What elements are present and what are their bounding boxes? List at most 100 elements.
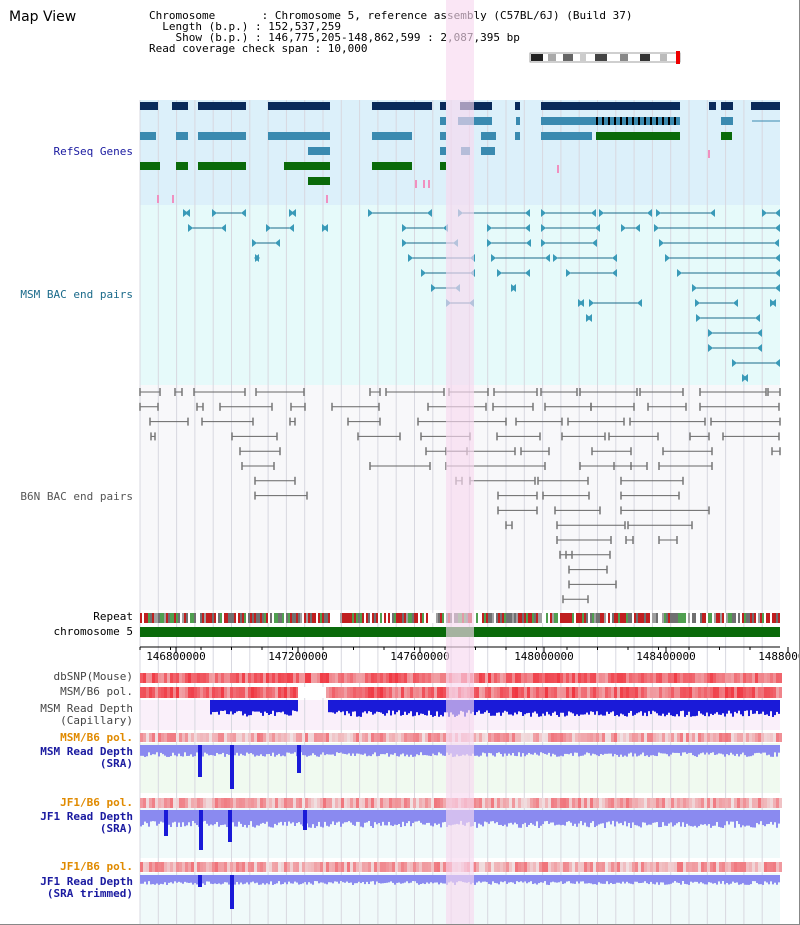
- depth-bar: [668, 875, 670, 885]
- repeat-element: [566, 613, 568, 623]
- pol-cell: [383, 733, 386, 742]
- pol-cell: [488, 687, 491, 698]
- depth-bar: [674, 700, 676, 717]
- pol-cell: [275, 798, 278, 808]
- pol-cell: [188, 798, 191, 808]
- pol-cell: [686, 733, 689, 742]
- pol-cell: [371, 673, 374, 683]
- depth-spike: [230, 875, 234, 909]
- depth-bar: [772, 745, 774, 757]
- depth-spike: [303, 810, 307, 830]
- bac-end-marker: [497, 269, 502, 277]
- selection-highlight[interactable]: [446, 0, 474, 925]
- ideogram-band: [531, 54, 543, 61]
- depth-bar: [366, 875, 368, 882]
- depth-bar: [528, 745, 530, 753]
- polymorphism-tracks[interactable]: [140, 673, 782, 872]
- pol-cell: [554, 862, 557, 872]
- depth-bar: [724, 700, 726, 717]
- pol-cell: [170, 798, 173, 808]
- repeat-element: [710, 613, 712, 623]
- pol-cell: [149, 733, 152, 742]
- pol-cell: [590, 687, 593, 698]
- pol-cell: [686, 862, 689, 872]
- repeat-element: [418, 613, 420, 623]
- pol-cell: [548, 733, 551, 742]
- depth-bar: [526, 810, 528, 827]
- depth-bar: [256, 810, 258, 826]
- depth-bar: [312, 875, 314, 885]
- b6n-bac-label[interactable]: B6N BAC end pairs: [20, 490, 133, 503]
- pol-cell: [719, 687, 722, 698]
- pol-cell: [737, 673, 740, 683]
- pol-cell: [320, 798, 323, 808]
- chromosome-ideogram[interactable]: [529, 51, 681, 64]
- repeat-element: [154, 613, 156, 623]
- pol-cell: [179, 862, 182, 872]
- depth-bar: [492, 700, 494, 716]
- depth-bar: [532, 700, 534, 713]
- depth-bar: [558, 875, 560, 883]
- depth-bar: [480, 745, 482, 756]
- pol-cell: [236, 673, 239, 683]
- pol-cell: [248, 733, 251, 742]
- depth-bar: [692, 745, 694, 756]
- read-depth-tracks[interactable]: [140, 700, 780, 909]
- pol-cell: [521, 798, 524, 808]
- depth-bar: [756, 745, 758, 753]
- depth-bar: [582, 745, 584, 756]
- refseq-genes-track[interactable]: [140, 102, 780, 203]
- pol-cell: [557, 733, 560, 742]
- repeat-element: [416, 613, 418, 623]
- repeat-element: [674, 613, 676, 623]
- depth-bar: [250, 875, 252, 883]
- bac-end-marker: [431, 284, 436, 292]
- pol-cell: [242, 798, 245, 808]
- depth-bar: [564, 810, 566, 826]
- pol-cell: [491, 673, 494, 683]
- pol-cell: [236, 798, 239, 808]
- depth-bar: [206, 875, 208, 882]
- depth-bar: [420, 745, 422, 753]
- depth-bar: [224, 875, 226, 883]
- depth-bar: [272, 810, 274, 828]
- pol-cell: [605, 798, 608, 808]
- depth-bar: [714, 810, 716, 826]
- repeat-element: [726, 613, 728, 623]
- depth-bar: [292, 745, 294, 754]
- b6n-bac-track[interactable]: [139, 388, 781, 604]
- depth-bar: [162, 810, 164, 823]
- pol-cell: [524, 733, 527, 742]
- pol-cell: [482, 687, 485, 698]
- pol-cell: [479, 733, 482, 742]
- pol-cell: [440, 733, 443, 742]
- depth-bar: [392, 700, 394, 711]
- pol-cell: [524, 798, 527, 808]
- pol-cell: [245, 687, 248, 698]
- depth-bar: [388, 875, 390, 883]
- pol-cell: [377, 862, 380, 872]
- repeat-element: [524, 613, 526, 623]
- chromosome-label: chromosome 5: [53, 625, 133, 638]
- bac-end-marker: [579, 299, 584, 307]
- repeat-element: [576, 613, 578, 623]
- pol-cell: [194, 687, 197, 698]
- msm-bac-track[interactable]: [183, 209, 780, 382]
- depth-bar: [182, 745, 184, 757]
- depth-spike: [199, 810, 203, 850]
- pol-cell: [623, 673, 626, 683]
- repeat-element: [482, 613, 484, 623]
- refseq-genes-label[interactable]: RefSeq Genes: [53, 145, 133, 158]
- msm-bac-label[interactable]: MSM BAC end pairs: [20, 288, 133, 301]
- bac-end-marker: [612, 269, 617, 277]
- depth-spike: [198, 745, 202, 777]
- depth-bar: [282, 745, 284, 756]
- pol-cell: [638, 673, 641, 683]
- depth-bar: [494, 700, 496, 716]
- depth-bar: [248, 875, 250, 885]
- pol-cell: [632, 798, 635, 808]
- depth-bar: [248, 700, 250, 716]
- repeat-element: [142, 613, 144, 623]
- pol-cell: [695, 733, 698, 742]
